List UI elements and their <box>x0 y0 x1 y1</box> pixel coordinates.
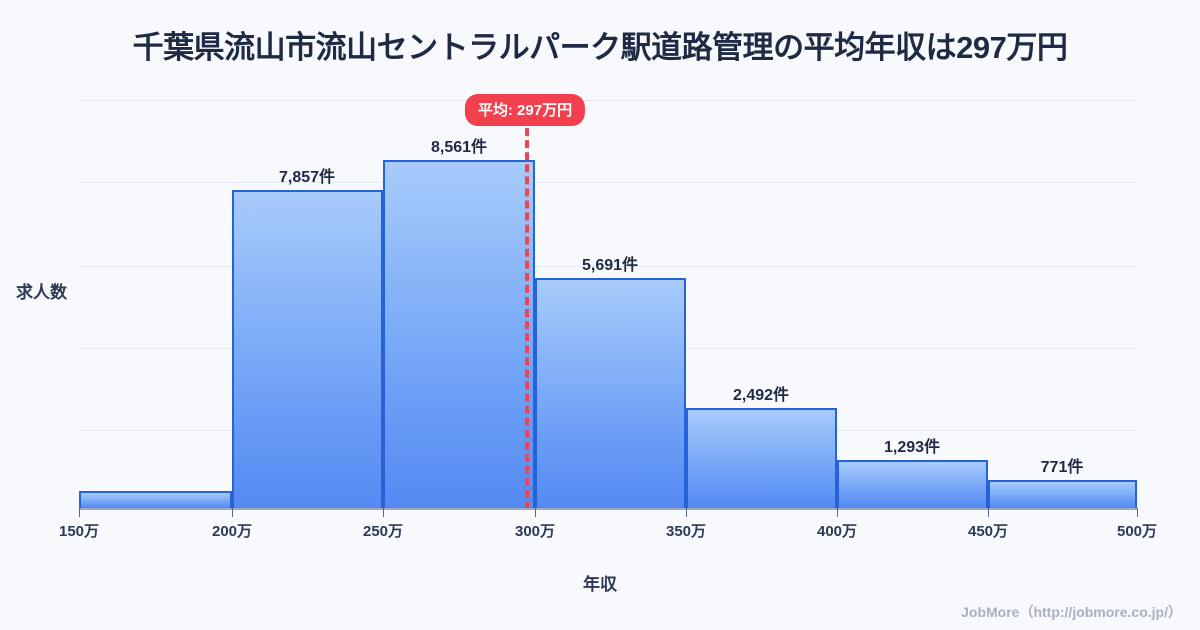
x-axis-title: 年収 <box>583 575 617 594</box>
x-tick-label: 300万 <box>514 523 556 540</box>
x-tick-label: 250万 <box>362 523 404 540</box>
x-tick-label: 350万 <box>665 523 707 540</box>
bar-value-label: 771件 <box>1040 459 1084 476</box>
x-tick-label: 400万 <box>816 523 858 540</box>
x-tick-mark <box>686 508 687 517</box>
histogram-bar <box>232 190 383 510</box>
bar-value-label: 5,691件 <box>581 257 639 274</box>
gridline-1 <box>79 182 1137 183</box>
x-tick-label: 450万 <box>967 523 1009 540</box>
histogram-chart: 7,857件 8,561件 5,691件 2,492件 1,293件 771件 平均: 2… <box>0 88 1200 630</box>
x-tick-mark <box>79 508 80 517</box>
x-tick-mark <box>837 508 838 517</box>
x-tick-mark <box>232 508 233 517</box>
footer-credit: JobMore（http://jobmore.co.jp/） <box>961 604 1182 620</box>
page-title: 千葉県流山市流山セントラルパーク駅道路管理の平均年収は297万円 <box>132 29 1068 65</box>
mean-vertical-line <box>525 116 529 510</box>
bar-value-label: 1,293件 <box>883 439 941 456</box>
header-bar: 千葉県流山市流山セントラルパーク駅道路管理の平均年収は297万円 <box>0 0 1200 88</box>
x-tick-label: 150万 <box>58 523 100 540</box>
y-axis-title: 求人数 <box>16 283 67 302</box>
bar-value-label: 7,857件 <box>278 169 336 186</box>
x-tick-mark <box>1137 508 1138 517</box>
histogram-bar <box>383 160 535 510</box>
bar-value-label: 2,492件 <box>732 387 790 404</box>
gridline-2 <box>79 266 1137 267</box>
bar-value-label: 8,561件 <box>430 139 488 156</box>
x-tick-mark <box>383 508 384 517</box>
x-tick-mark <box>988 508 989 517</box>
x-tick-label: 200万 <box>211 523 253 540</box>
mean-badge: 平均: 297万円 <box>464 94 586 126</box>
histogram-bar <box>988 480 1137 510</box>
histogram-bar <box>535 278 686 510</box>
x-tick-label: 500万 <box>1116 523 1158 540</box>
x-tick-mark <box>535 508 536 517</box>
histogram-bar <box>686 408 837 510</box>
gridline-0 <box>79 100 1137 101</box>
histogram-bar <box>837 460 988 510</box>
x-axis-baseline <box>79 508 1137 510</box>
